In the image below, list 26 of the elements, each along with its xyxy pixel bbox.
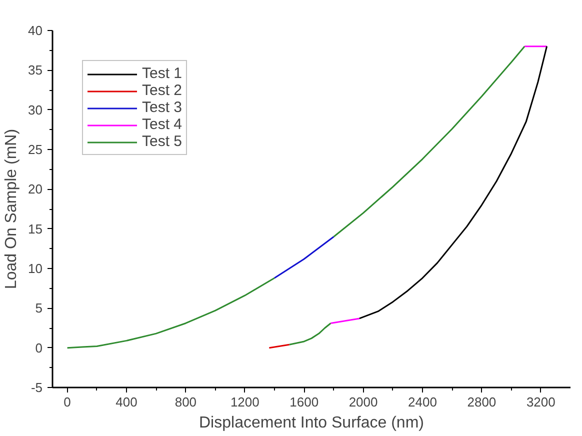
y-tick-label: 20 — [28, 182, 43, 197]
legend-label: Test 1 — [142, 65, 182, 82]
x-tick-label: 2000 — [348, 394, 378, 410]
legend-label: Test 2 — [142, 82, 182, 99]
y-tick-label: 10 — [28, 261, 43, 276]
y-tick-label: 5 — [35, 300, 43, 316]
y-tick-label: 0 — [35, 340, 43, 356]
y-tick-label: 35 — [28, 62, 43, 78]
x-tick-label: 2400 — [408, 394, 437, 410]
x-tick-label: 2800 — [467, 394, 496, 410]
x-tick-label: 800 — [174, 394, 197, 410]
y-tick-label: 30 — [28, 102, 43, 118]
y-tick-label: 15 — [28, 221, 43, 236]
legend-label: Test 5 — [142, 133, 182, 150]
legend-label: Test 4 — [142, 116, 182, 133]
y-tick-label: 40 — [28, 23, 43, 38]
x-tick-label: 400 — [116, 394, 138, 410]
y-tick-label: -5 — [30, 380, 43, 395]
y-axis-title: Load On Sample (mN) — [3, 128, 20, 290]
x-axis-title: Displacement Into Surface (nm) — [199, 414, 424, 432]
x-tick-label: 0 — [64, 394, 71, 410]
x-tick-label: 1600 — [290, 394, 319, 410]
x-tick-label: 3200 — [526, 394, 556, 410]
y-tick-label: 25 — [28, 142, 43, 157]
legend-label: Test 3 — [142, 99, 182, 116]
x-tick-label: 1200 — [230, 394, 260, 410]
